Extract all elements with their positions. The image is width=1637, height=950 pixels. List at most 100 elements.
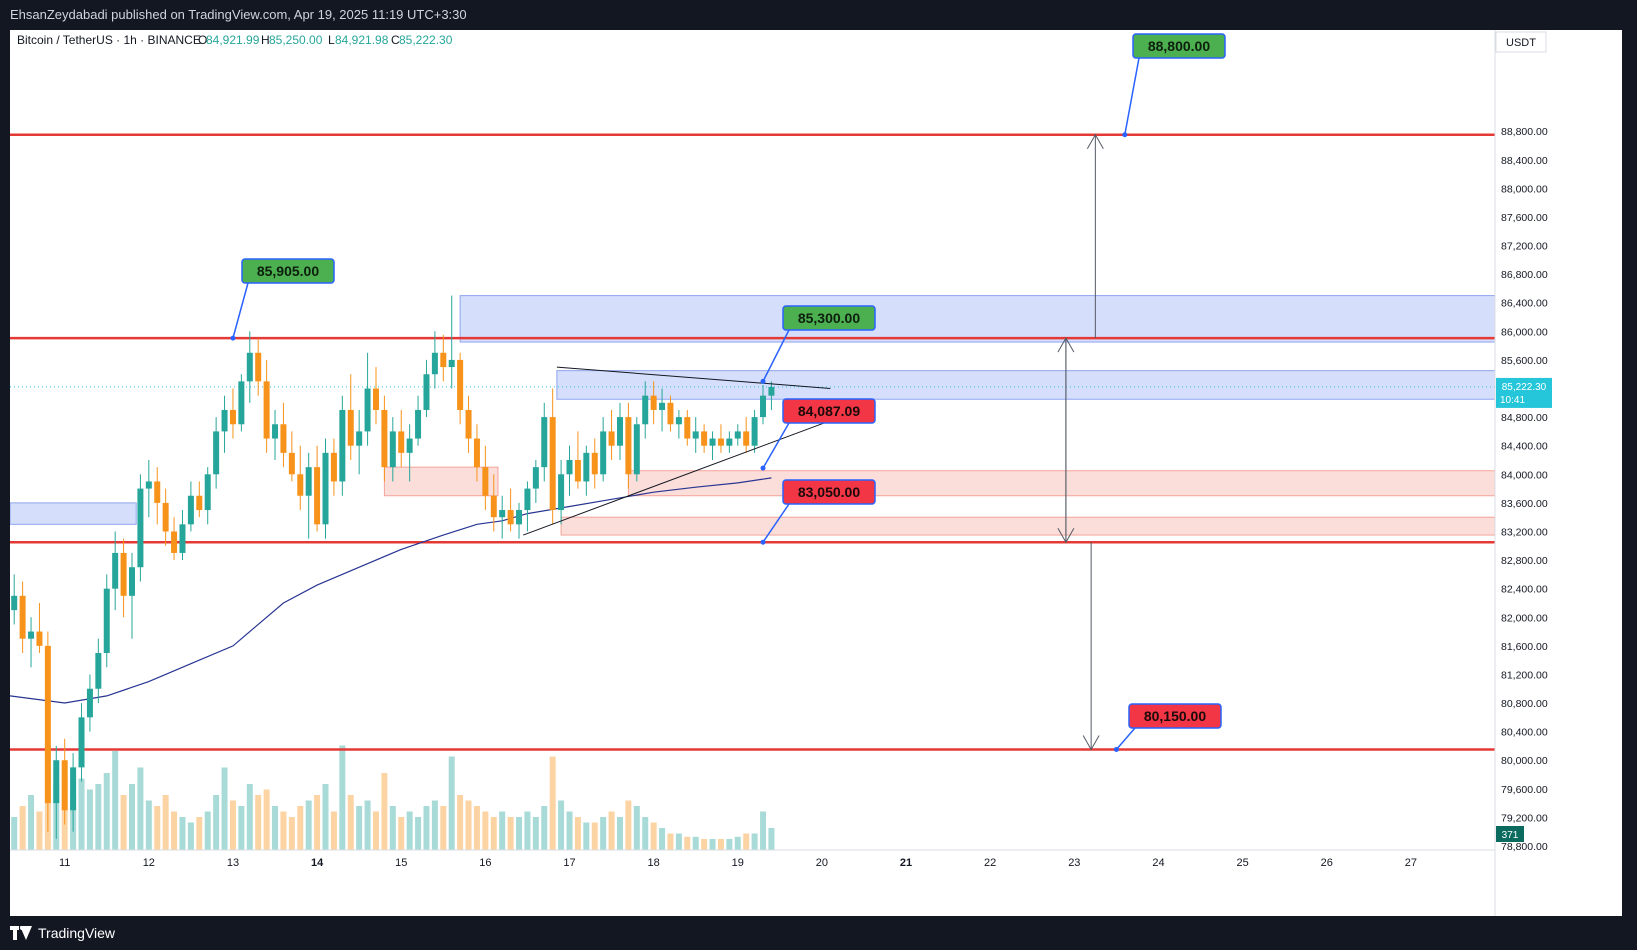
candle-body: [297, 474, 304, 496]
volume-bar: [356, 806, 363, 850]
candle-body: [137, 488, 144, 568]
candle-body: [616, 417, 623, 446]
label-88800-text: 88,800.00: [1148, 38, 1210, 54]
candle-body: [465, 409, 472, 439]
tradingview-logo[interactable]: TradingView: [10, 925, 115, 941]
label-84087-box: [782, 398, 876, 424]
label-83050-pointer: [762, 503, 790, 543]
candle-body: [457, 359, 464, 410]
volume-bar: [591, 822, 598, 850]
candle-body: [381, 409, 388, 468]
volume-bar: [372, 811, 379, 850]
current-price-value: 85,222.30: [1502, 382, 1547, 393]
y-tick-label: 80,000.00: [1501, 755, 1548, 767]
volume-bar: [280, 811, 287, 850]
volume-bar: [78, 778, 85, 850]
x-tick-label: 18: [648, 857, 660, 869]
volume-bar: [154, 806, 161, 850]
volume-bar: [305, 800, 312, 850]
volume-bar: [457, 795, 464, 850]
y-tick-label: 86,800.00: [1501, 269, 1548, 281]
zone-supply: [9, 502, 137, 525]
volume-bar: [128, 784, 135, 850]
label-80150-text: 80,150.00: [1144, 708, 1206, 724]
chart-frame[interactable]: 88,800.00 85,905.00 85,300.00 84,087.09 83,0…: [9, 30, 1622, 916]
candle-body: [213, 431, 220, 475]
volume-bar: [263, 789, 270, 850]
candle-body: [701, 431, 708, 446]
volume-bar: [255, 795, 262, 850]
candle-body: [558, 474, 565, 511]
volume-bar: [701, 839, 708, 850]
candle-body: [78, 717, 85, 768]
candle-body: [751, 417, 758, 446]
candle-body: [473, 438, 480, 468]
candle-body: [196, 495, 203, 511]
x-tick-label: 21: [900, 857, 912, 869]
x-tick-label: 12: [143, 857, 155, 869]
candle-body: [633, 424, 640, 475]
volume-bar: [574, 817, 581, 850]
candle-body: [524, 488, 531, 511]
x-tick-label: 23: [1068, 857, 1080, 869]
volume-bar: [196, 817, 203, 850]
volume-bar: [272, 806, 279, 850]
candle-body: [516, 510, 523, 525]
candle-body: [356, 431, 363, 446]
x-tick-label: 26: [1321, 857, 1333, 869]
volume-layer: [11, 745, 775, 850]
zones-layer: [9, 295, 1496, 536]
candle-body: [768, 386, 775, 396]
x-tick-label: 22: [984, 857, 996, 869]
y-tick-label: 80,800.00: [1501, 698, 1548, 710]
volume-bar: [145, 800, 152, 850]
x-tick-label: 27: [1405, 857, 1417, 869]
volume-bar: [482, 811, 489, 850]
candle-body: [541, 417, 548, 468]
volume-bar: [137, 767, 144, 850]
candle-body: [238, 381, 245, 425]
candle-body: [717, 438, 724, 446]
candle-body: [372, 388, 379, 410]
candle-body: [112, 552, 119, 589]
candle-body: [154, 481, 161, 503]
volume-bar: [768, 828, 775, 850]
candle-body: [591, 452, 598, 475]
label-88800-anchor: [1122, 132, 1128, 138]
volume-bar: [36, 811, 43, 850]
label-88800-pointer: [1124, 57, 1140, 135]
currency-box[interactable]: [1495, 31, 1547, 53]
candle-body: [406, 438, 413, 453]
volume-bar: [103, 773, 110, 850]
candle-body: [684, 417, 691, 439]
candle-body: [532, 467, 539, 489]
volume-bar: [465, 800, 472, 850]
volume-bar: [566, 811, 573, 850]
volume-bar: [204, 811, 211, 850]
volume-bar: [297, 806, 304, 850]
volume-bar: [86, 789, 93, 850]
candle-body: [642, 395, 649, 425]
price-chart[interactable]: 88,800.00 85,905.00 85,300.00 84,087.09 83,0…: [9, 30, 1622, 916]
candle-body: [95, 653, 102, 689]
candle-body: [734, 431, 741, 439]
label-84087-anchor: [760, 465, 766, 471]
candle-body: [162, 502, 169, 532]
label-80150-box: [1128, 703, 1222, 729]
y-tick-label: 81,600.00: [1501, 641, 1548, 653]
y-tick-label: 88,800.00: [1501, 126, 1548, 138]
countdown-value: 10:41: [1500, 395, 1525, 406]
candle-body: [423, 374, 430, 410]
volume-bar: [171, 811, 178, 850]
current-price-tag: 85,222.30 10:41: [1496, 377, 1552, 408]
legend-h-label: H: [261, 33, 270, 47]
volume-bar: [734, 836, 741, 850]
y-tick-label: 88,400.00: [1501, 155, 1548, 167]
candle-body: [61, 760, 68, 811]
candle-body: [263, 381, 270, 439]
publisher-text: EhsanZeydabadi published on TradingView.…: [10, 7, 467, 22]
y-tick-label: 82,800.00: [1501, 555, 1548, 567]
y-tick-label: 82,400.00: [1501, 584, 1548, 596]
y-tick-label: 87,600.00: [1501, 212, 1548, 224]
volume-bar: [490, 817, 497, 850]
